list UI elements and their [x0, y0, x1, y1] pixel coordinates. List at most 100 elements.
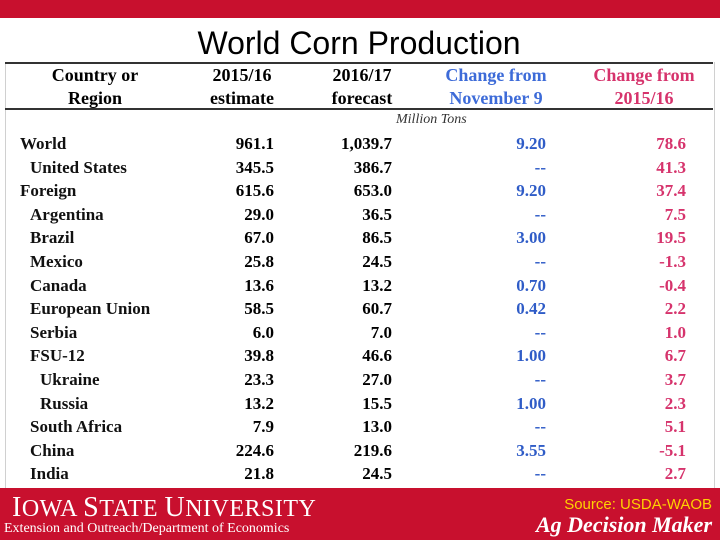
table-row: Ukraine 23.3 27.0 -- 3.7: [0, 368, 720, 392]
row-2015-16-value: 345.5: [235, 157, 274, 177]
row-change-november-value: --: [534, 204, 546, 224]
row-country-name: European Union: [30, 299, 151, 319]
row-change-2015-16-value: 7.5: [664, 204, 686, 224]
row-change-2015-16-value: 78.6: [656, 134, 686, 153]
row-change-november-value: 0.70: [516, 275, 546, 295]
row-2015-16-value: 25.8: [244, 252, 274, 271]
row-2015-16-value: 615.6: [235, 181, 274, 201]
table-row: European Union 58.5 60.7 0.42 2.2: [0, 297, 720, 321]
table-row: India 21.8 24.5 -- 2.7: [0, 462, 720, 486]
row-country-name: China: [30, 440, 75, 460]
table-row: FSU-12 39.8 46.6 1.00 6.7: [0, 344, 720, 368]
row-2015-16-value: 13.6: [244, 275, 274, 295]
row-change-november-value: 3.55: [516, 440, 546, 460]
row-country-name: Canada: [30, 275, 87, 295]
row-country-name: Ukraine: [40, 370, 100, 389]
row-country-name: FSU-12: [30, 346, 85, 366]
row-country-name: World: [20, 134, 67, 153]
header-rule-top: [5, 62, 713, 64]
table-row: China 224.6 219.6 3.55 -5.1: [0, 439, 720, 463]
header-change-from-2015-16: Change from 2015/16: [593, 65, 695, 108]
row-2015-16-value: 58.5: [244, 299, 274, 319]
row-2016-17-value: 653.0: [353, 181, 392, 201]
row-change-november-value: --: [534, 252, 546, 271]
row-2016-17-value: 13.2: [362, 275, 392, 295]
row-2015-16-value: 224.6: [235, 440, 274, 460]
header-country: Country or Region: [51, 65, 139, 108]
row-2016-17-value: 46.6: [362, 346, 392, 366]
row-2015-16-value: 23.3: [244, 370, 274, 389]
row-2016-17-value: 15.5: [362, 393, 392, 413]
row-2015-16-value: 67.0: [244, 228, 274, 248]
row-change-2015-16-value: 2.7: [664, 464, 686, 484]
row-change-2015-16-value: 1.0: [664, 322, 686, 342]
table-row: Argentina 29.0 36.5 -- 7.5: [0, 203, 720, 227]
source-text: Source: USDA-WAOB: [564, 496, 712, 513]
table-row: Russia 13.2 15.5 1.00 2.3: [0, 392, 720, 416]
row-country-name: Serbia: [30, 322, 78, 342]
row-2016-17-value: 36.5: [362, 204, 392, 224]
header-rule-bottom: [5, 108, 713, 110]
row-change-2015-16-value: 19.5: [656, 228, 686, 248]
row-2015-16-value: 29.0: [244, 204, 274, 224]
row-change-november-value: --: [534, 417, 546, 437]
header-change-from-november: Change from November 9: [445, 65, 547, 108]
row-2015-16-value: 13.2: [244, 393, 274, 413]
row-country-name: India: [30, 464, 69, 484]
program-logo-text: Ag Decision Maker: [536, 512, 712, 537]
row-2015-16-value: 6.0: [252, 322, 274, 342]
row-change-november-value: --: [534, 464, 546, 484]
top-accent-bar: [0, 0, 720, 18]
row-2016-17-value: 24.5: [362, 252, 392, 271]
table-row: World 961.1 1,039.7 9.20 78.6: [0, 132, 720, 156]
row-change-november-value: 1.00: [516, 346, 546, 366]
table-row: Mexico 25.8 24.5 -- -1.3: [0, 250, 720, 274]
row-change-2015-16-value: 3.7: [664, 370, 686, 389]
row-country-name: Brazil: [30, 228, 75, 248]
row-change-november-value: --: [534, 322, 546, 342]
units-label: Million Tons: [396, 112, 467, 127]
row-change-november-value: 3.00: [516, 228, 546, 248]
row-2016-17-value: 219.6: [353, 440, 392, 460]
table-row: United States 345.5 386.7 -- 41.3: [0, 156, 720, 180]
row-change-2015-16-value: 6.7: [664, 346, 686, 366]
row-country-name: South Africa: [30, 417, 123, 437]
row-change-2015-16-value: 5.1: [664, 417, 686, 437]
row-2015-16-value: 21.8: [244, 464, 274, 484]
header-2015-16-estimate: 2015/16 estimate: [210, 65, 274, 108]
row-2016-17-value: 386.7: [353, 157, 392, 177]
row-change-2015-16-value: 2.3: [664, 393, 686, 413]
row-change-november-value: --: [534, 370, 546, 389]
row-change-november-value: 9.20: [516, 134, 546, 153]
table-row: Foreign 615.6 653.0 9.20 37.4: [0, 179, 720, 203]
university-logo-text: IOWA STATE UNIVERSITY: [12, 492, 317, 523]
row-2016-17-value: 86.5: [362, 228, 392, 248]
row-2016-17-value: 24.5: [362, 464, 392, 484]
row-change-2015-16-value: -1.3: [659, 252, 686, 271]
footer-bar: [0, 488, 720, 540]
row-2015-16-value: 961.1: [235, 134, 274, 153]
row-change-november-value: 9.20: [516, 181, 546, 201]
row-change-november-value: --: [534, 157, 546, 177]
row-country-name: United States: [30, 157, 127, 177]
row-change-2015-16-value: 41.3: [656, 157, 686, 177]
table-row: Canada 13.6 13.2 0.70 -0.4: [0, 274, 720, 298]
row-2016-17-value: 7.0: [370, 322, 392, 342]
row-2016-17-value: 27.0: [362, 370, 392, 389]
table-row: South Africa 7.9 13.0 -- 5.1: [0, 415, 720, 439]
table-row: Brazil 67.0 86.5 3.00 19.5: [0, 226, 720, 250]
row-change-2015-16-value: -5.1: [659, 440, 686, 460]
row-country-name: Foreign: [20, 181, 77, 201]
row-2016-17-value: 1,039.7: [341, 134, 392, 153]
row-change-2015-16-value: -0.4: [659, 275, 686, 295]
row-country-name: Mexico: [30, 252, 83, 271]
row-country-name: Russia: [40, 393, 89, 413]
slide-title: World Corn Production: [197, 25, 521, 61]
row-2016-17-value: 60.7: [362, 299, 392, 319]
row-2015-16-value: 7.9: [252, 417, 274, 437]
header-2016-17-forecast: 2016/17 forecast: [331, 65, 393, 108]
row-change-november-value: 1.00: [516, 393, 546, 413]
department-text: Extension and Outreach/Department of Eco…: [4, 521, 290, 536]
row-2015-16-value: 39.8: [244, 346, 274, 366]
row-2016-17-value: 13.0: [362, 417, 392, 437]
